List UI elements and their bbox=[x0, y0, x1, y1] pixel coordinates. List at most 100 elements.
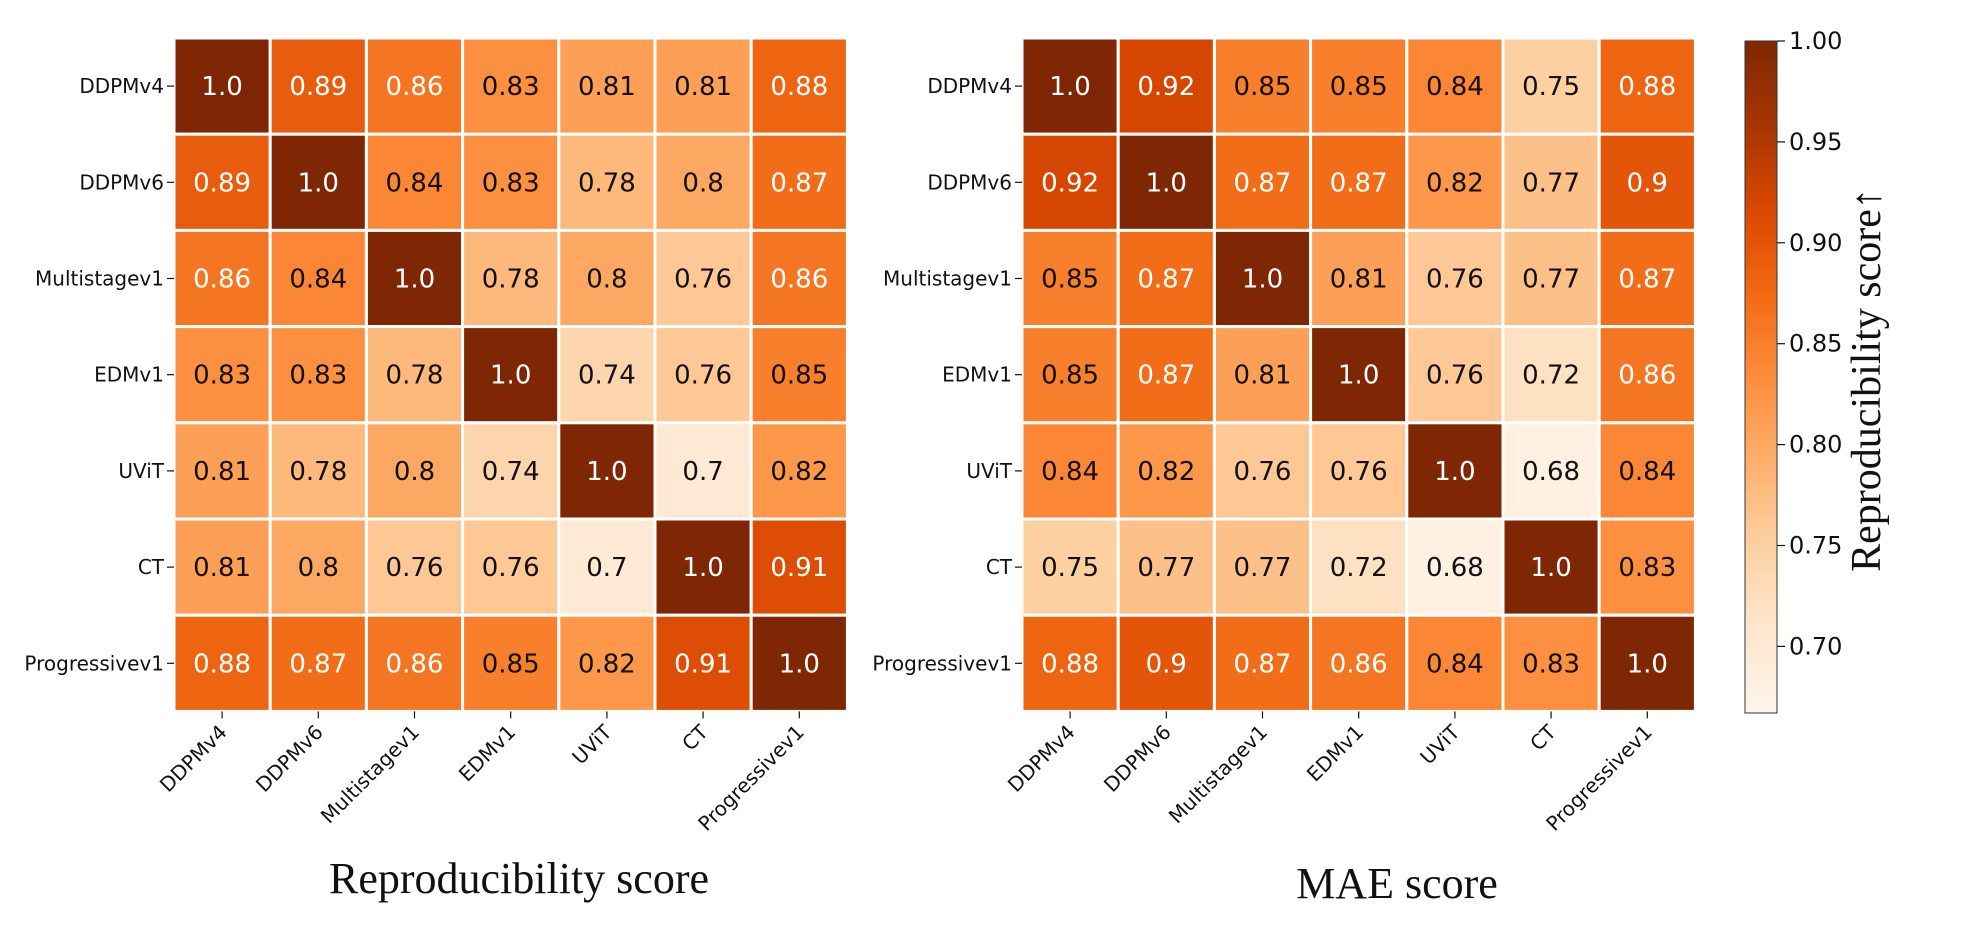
y-tick-label-progressivev1: Progressivev1 bbox=[872, 651, 1012, 675]
cell-value-label: 1.0 bbox=[490, 361, 531, 391]
cell-value-label: 1.0 bbox=[298, 168, 339, 198]
cell-value-label: 0.87 bbox=[1137, 361, 1195, 391]
y-tick-label-ct: CT bbox=[138, 555, 165, 579]
heatmap-panel-mae: 1.0 0.92 0.85 0.85 0.84 0.75 0.88 0.92 1.0 0.87 0.… bbox=[872, 36, 1697, 908]
heatmap-cell bbox=[172, 517, 272, 617]
cell-value-label: 0.76 bbox=[1330, 457, 1388, 487]
cell-value-label: 0.76 bbox=[1426, 265, 1484, 295]
cell-value-label: 1.0 bbox=[1338, 361, 1379, 391]
heatmap-cell bbox=[1405, 421, 1505, 521]
heatmap-cell bbox=[364, 421, 465, 521]
x-tick-label-edmv1: EDMv1 bbox=[454, 720, 520, 786]
cell-value-label: 0.88 bbox=[770, 72, 828, 102]
heatmap-cell bbox=[461, 613, 561, 713]
heatmap-cell bbox=[653, 228, 753, 329]
cell-value-label: 1.0 bbox=[1627, 649, 1668, 679]
cell-value-label: 0.78 bbox=[578, 168, 636, 198]
heatmap-cell bbox=[749, 613, 849, 713]
heatmap-cell bbox=[1501, 132, 1601, 232]
heatmap-cell bbox=[172, 421, 272, 521]
heatmap-cell bbox=[1116, 132, 1216, 232]
cell-value-label: 0.81 bbox=[1330, 265, 1388, 295]
cell-value-label: 0.85 bbox=[482, 649, 540, 679]
cell-value-label: 0.87 bbox=[1618, 265, 1676, 295]
heatmap-cell bbox=[1597, 517, 1697, 617]
cell-value-label: 1.0 bbox=[394, 265, 435, 295]
y-tick-label-uvit: UViT bbox=[966, 459, 1012, 483]
colorbar-tick-label: 0.85 bbox=[1789, 330, 1842, 358]
cell-value-label: 0.84 bbox=[1041, 457, 1099, 487]
x-tick-label-ddpmv4: DDPMv4 bbox=[155, 720, 232, 797]
cell-value-label: 1.0 bbox=[1434, 457, 1475, 487]
heatmap-cell bbox=[1501, 36, 1601, 136]
heatmap-cell bbox=[1597, 36, 1697, 136]
x-tick-label-ct: CT bbox=[677, 719, 713, 755]
cell-value-label: 0.72 bbox=[1522, 361, 1580, 391]
cell-value-label: 0.81 bbox=[1234, 361, 1292, 391]
cell-value-label: 0.9 bbox=[1627, 168, 1668, 198]
heatmap-cell bbox=[364, 613, 465, 713]
heatmap-cell bbox=[364, 228, 465, 329]
cell-value-label: 0.7 bbox=[586, 553, 627, 583]
chart-title: MAE score bbox=[1296, 859, 1498, 908]
y-tick-label-ddpmv4: DDPMv4 bbox=[927, 74, 1012, 98]
cell-value-label: 0.78 bbox=[482, 265, 540, 295]
cell-value-label: 0.81 bbox=[193, 457, 251, 487]
cell-value-label: 0.89 bbox=[289, 72, 347, 102]
heatmap-cell bbox=[268, 36, 368, 136]
cell-value-label: 0.86 bbox=[1618, 361, 1676, 391]
heatmap-cell bbox=[1405, 517, 1505, 617]
cell-value-label: 0.76 bbox=[674, 265, 732, 295]
x-tick-label-ct: CT bbox=[1525, 719, 1561, 755]
cell-value-label: 0.75 bbox=[1041, 553, 1099, 583]
heatmap-cell bbox=[1309, 517, 1409, 617]
cell-value-label: 0.68 bbox=[1426, 553, 1484, 583]
cell-value-label: 0.77 bbox=[1137, 553, 1195, 583]
cell-value-label: 0.91 bbox=[770, 553, 828, 583]
cell-value-label: 1.0 bbox=[1146, 168, 1187, 198]
cell-value-label: 0.88 bbox=[1618, 72, 1676, 102]
cell-value-label: 0.75 bbox=[1522, 72, 1580, 102]
cell-value-label: 0.82 bbox=[1426, 168, 1484, 198]
heatmap-cell bbox=[653, 325, 753, 425]
heatmap-cell bbox=[1405, 36, 1505, 136]
heatmap-cell bbox=[557, 132, 657, 232]
cell-value-label: 0.87 bbox=[1234, 649, 1292, 679]
cell-value-label: 0.81 bbox=[578, 72, 636, 102]
x-tick-label-edmv1: EDMv1 bbox=[1302, 720, 1368, 786]
x-tick-label-uvit: UViT bbox=[567, 719, 617, 769]
cell-value-label: 0.86 bbox=[1330, 649, 1388, 679]
cell-value-label: 0.89 bbox=[193, 168, 251, 198]
cell-value-label: 0.85 bbox=[770, 361, 828, 391]
cell-value-label: 0.83 bbox=[193, 361, 251, 391]
cell-value-label: 0.85 bbox=[1234, 72, 1292, 102]
cell-value-label: 0.84 bbox=[1618, 457, 1676, 487]
cell-value-label: 0.84 bbox=[289, 265, 347, 295]
cell-value-label: 0.82 bbox=[770, 457, 828, 487]
heatmap-cell bbox=[1116, 228, 1216, 329]
cell-value-label: 0.83 bbox=[1522, 649, 1580, 679]
heatmap-panel-reproducibility: 1.0 0.89 0.86 0.83 0.81 0.81 0.88 0.89 1.0 0.84 0.… bbox=[24, 36, 849, 903]
cell-value-label: 0.84 bbox=[1426, 649, 1484, 679]
heatmap-cell bbox=[749, 132, 849, 232]
cell-value-label: 0.8 bbox=[394, 457, 435, 487]
cell-value-label: 0.78 bbox=[386, 361, 444, 391]
colorbar-ticks: 1.00 0.95 0.90 0.85 0.80 0.75 0.70 bbox=[1777, 27, 1842, 660]
colorbar-tick-label: 0.95 bbox=[1789, 128, 1842, 156]
cell-value-label: 0.68 bbox=[1522, 457, 1580, 487]
cell-value-label: 0.8 bbox=[586, 265, 627, 295]
x-tick-label-ddpmv6: DDPMv6 bbox=[251, 720, 328, 797]
colorbar-tick-label: 0.75 bbox=[1789, 532, 1842, 560]
heatmap-cell bbox=[1501, 517, 1601, 617]
cell-value-label: 1.0 bbox=[1049, 72, 1090, 102]
cell-value-label: 0.83 bbox=[1618, 553, 1676, 583]
heatmap-cell bbox=[557, 613, 657, 713]
heatmap-cell bbox=[364, 132, 465, 232]
heatmap-cell bbox=[268, 228, 368, 329]
heatmap-cell bbox=[749, 517, 849, 617]
cell-value-label: 0.77 bbox=[1522, 168, 1580, 198]
y-tick-label-edmv1: EDMv1 bbox=[94, 363, 164, 387]
heatmap-cell bbox=[1501, 613, 1601, 713]
cell-value-label: 0.83 bbox=[482, 72, 540, 102]
